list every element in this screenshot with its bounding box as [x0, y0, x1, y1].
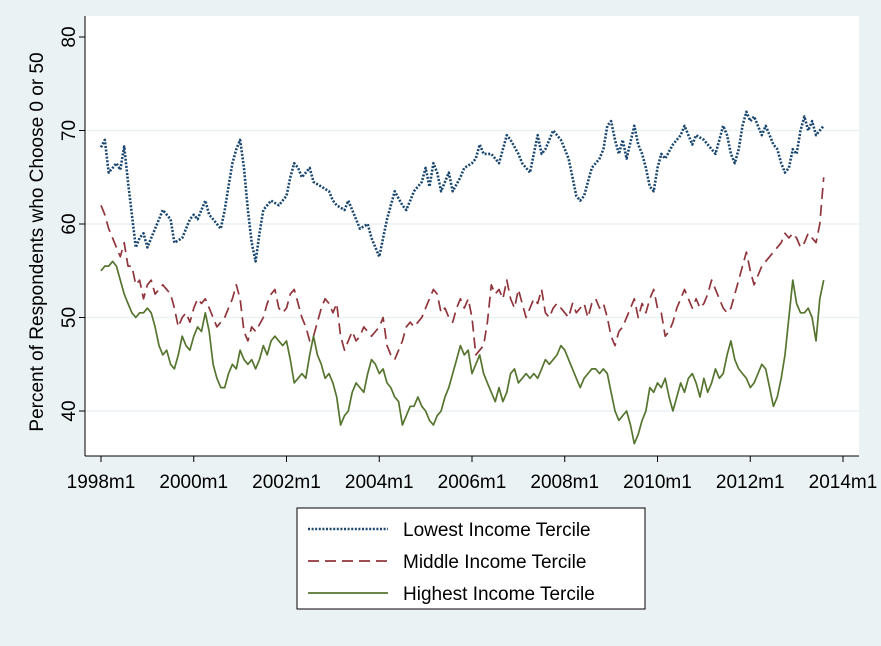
legend: Lowest Income Tercile Middle Income Terci…: [296, 507, 646, 610]
y-tick-label: 40: [59, 400, 80, 421]
series-line-middle-income-tercile: [100, 177, 825, 361]
x-tick-label: 2014m1: [809, 472, 878, 493]
x-tick-label: 2004m1: [345, 472, 414, 493]
legend-label: Highest Income Tercile: [403, 584, 595, 605]
x-tick-label: 2008m1: [530, 472, 599, 493]
y-tick-label: 50: [59, 307, 80, 328]
grid-lines: [85, 129, 859, 412]
x-tick-label: 2000m1: [159, 472, 228, 493]
legend-label: Lowest Income Tercile: [403, 520, 591, 541]
y-tick-label: 60: [59, 213, 80, 234]
x-tick-label: 2012m1: [716, 472, 785, 493]
series-lines: [99, 110, 825, 445]
y-tick-label: 70: [59, 120, 80, 141]
x-tick-label: 2006m1: [438, 472, 507, 493]
y-tick-label: 80: [59, 26, 80, 47]
x-tick-label: 2010m1: [623, 472, 692, 493]
axes: 40 50 60 70 80 1998m1 2000m1 2002m1 2004m1 2006m1…: [59, 16, 877, 493]
x-tick-label: 2002m1: [252, 472, 321, 493]
plot-area: [85, 16, 859, 456]
series-line-highest-income-tercile: [100, 260, 825, 445]
x-tick-label: 1998m1: [67, 472, 136, 493]
y-axis-label: Percent of Respondents who Choose 0 or 5…: [27, 52, 48, 431]
series-line-lowest-income-tercile: [99, 110, 825, 263]
legend-label: Middle Income Tercile: [403, 552, 586, 573]
